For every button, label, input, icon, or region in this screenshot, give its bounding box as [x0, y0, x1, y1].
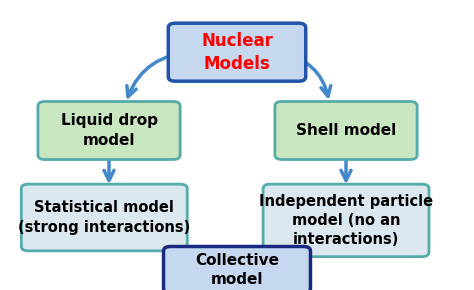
- FancyBboxPatch shape: [275, 102, 417, 160]
- FancyBboxPatch shape: [168, 23, 306, 81]
- FancyBboxPatch shape: [263, 184, 429, 257]
- Text: Statistical model
(strong interactions): Statistical model (strong interactions): [18, 200, 191, 235]
- FancyBboxPatch shape: [164, 246, 310, 290]
- Text: Independent particle
model (no an
interactions): Independent particle model (no an intera…: [259, 194, 433, 247]
- Text: Shell model: Shell model: [296, 123, 396, 138]
- Text: Liquid drop
model: Liquid drop model: [61, 113, 157, 148]
- FancyBboxPatch shape: [21, 184, 187, 251]
- FancyBboxPatch shape: [38, 102, 180, 160]
- Text: Nuclear
Models: Nuclear Models: [201, 32, 273, 73]
- Text: Collective
model: Collective model: [195, 253, 279, 287]
